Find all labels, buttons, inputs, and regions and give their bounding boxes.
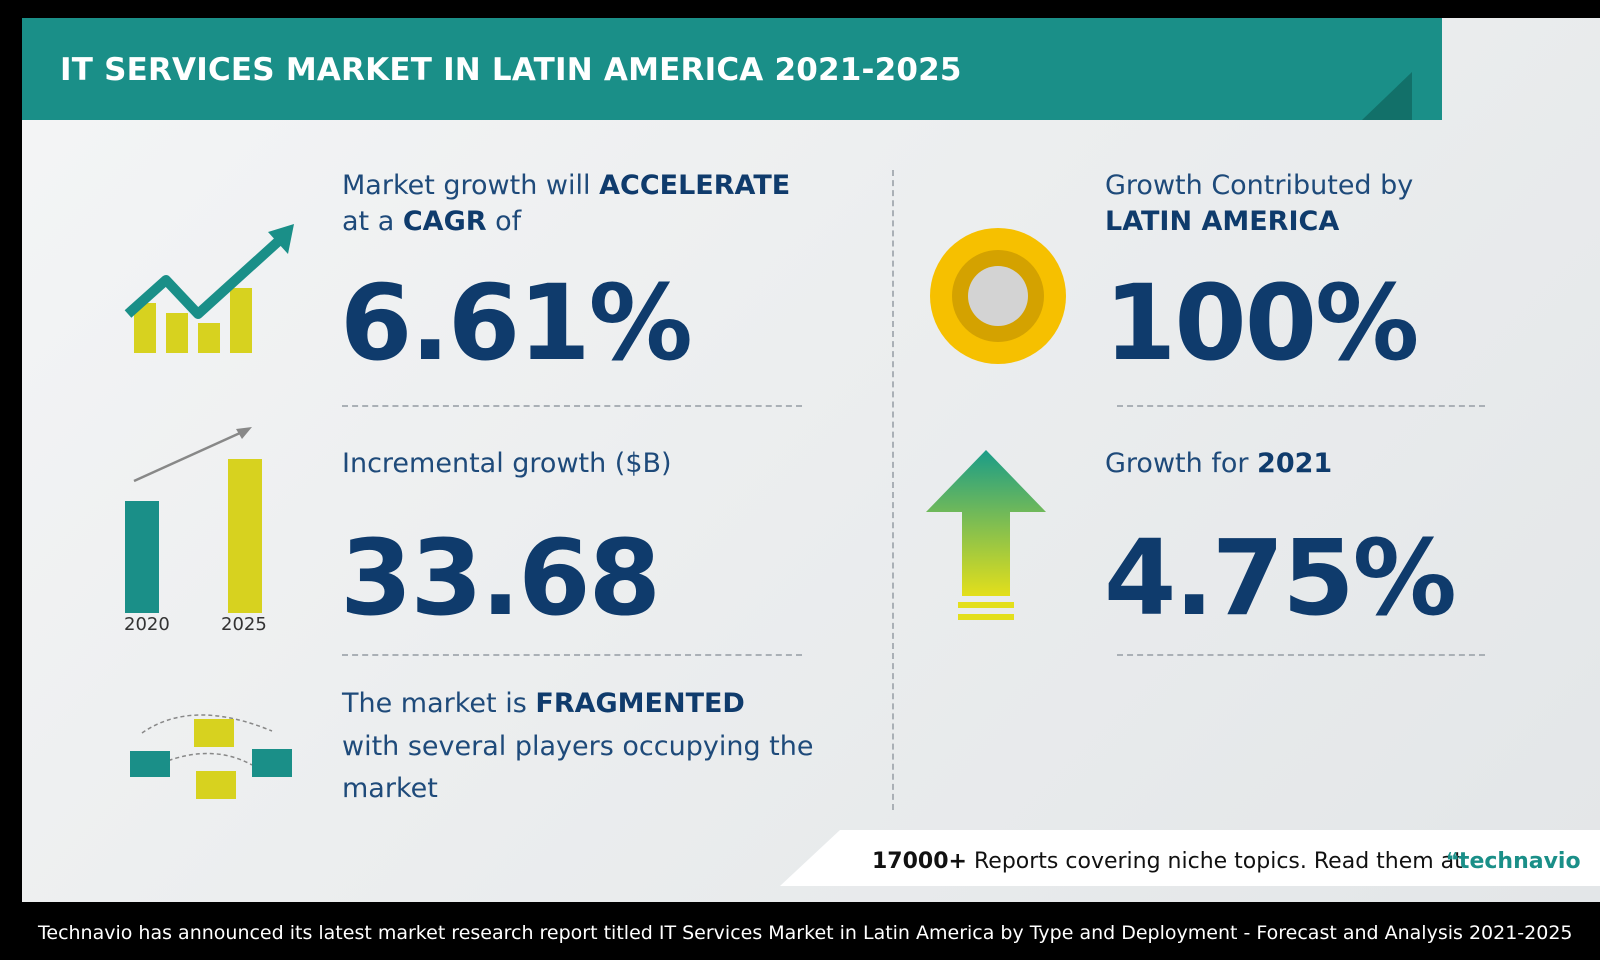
bar-growth-icon [125,427,262,613]
accelerate-label: ACCELERATE [599,170,791,201]
footer-band [780,830,1600,886]
growth-year: 2021 [1257,448,1333,479]
bar-year-2020: 2020 [124,614,170,635]
cagr-of: of [495,206,522,237]
divider-right-2 [1117,654,1485,656]
cagr-label: CAGR [402,206,487,237]
technavio-leaf-icon: ❝ [1446,849,1459,874]
region-label: LATIN AMERICA [1105,206,1340,237]
cagr-value: 6.61% [340,262,693,384]
cagr-prefix: Market growth will [342,170,591,201]
bar-year-2025: 2025 [221,614,267,635]
brand-name: technavio [1458,849,1581,874]
infographic-card: IT SERVICES MARKET IN LATIN AMERICA 2021… [22,18,1600,902]
cagr-at-a: at a [342,206,395,237]
growth-year-value: 4.75% [1104,517,1457,639]
technavio-logo[interactable]: ❝technavio [1446,849,1581,874]
cagr-line-1: Market growth will ACCELERATE [342,168,790,204]
title-banner: IT SERVICES MARKET IN LATIN AMERICA 2021… [22,18,1442,120]
incremental-value: 33.68 [340,517,661,639]
fragmented-line-1: The market is FRAGMENTED [342,686,745,722]
buildings-network-icon [130,714,292,799]
incremental-label: Incremental growth ($B) [342,448,672,479]
contribution-line-1: Growth Contributed by [1105,170,1414,201]
fragmented-line-3: market [342,773,438,804]
fragmented-label: FRAGMENTED [535,688,745,719]
growth-for-label: Growth for [1105,448,1249,479]
contribution-value: 100% [1104,262,1419,384]
donut-icon [930,228,1066,364]
footer-reports-text: Reports covering niche topics. Read them… [974,849,1463,874]
center-divider [892,170,894,810]
growth-chart-icon [124,224,294,353]
caption: Technavio has announced its latest marke… [38,922,1573,944]
contribution-line-2: LATIN AMERICA [1105,204,1339,240]
page-title: IT SERVICES MARKET IN LATIN AMERICA 2021… [60,52,962,88]
divider-right-1 [1117,405,1485,407]
banner-fold [1362,72,1412,120]
cagr-line-2: at a CAGR of [342,204,521,240]
growth-year-line: Growth for 2021 [1105,446,1332,482]
divider-left-1 [342,405,802,407]
divider-left-2 [342,654,802,656]
footer-count: 17000+ [872,849,967,874]
fragmented-prefix: The market is [342,688,527,719]
fragmented-line-2: with several players occupying the [342,731,814,762]
up-arrow-icon [926,450,1046,620]
